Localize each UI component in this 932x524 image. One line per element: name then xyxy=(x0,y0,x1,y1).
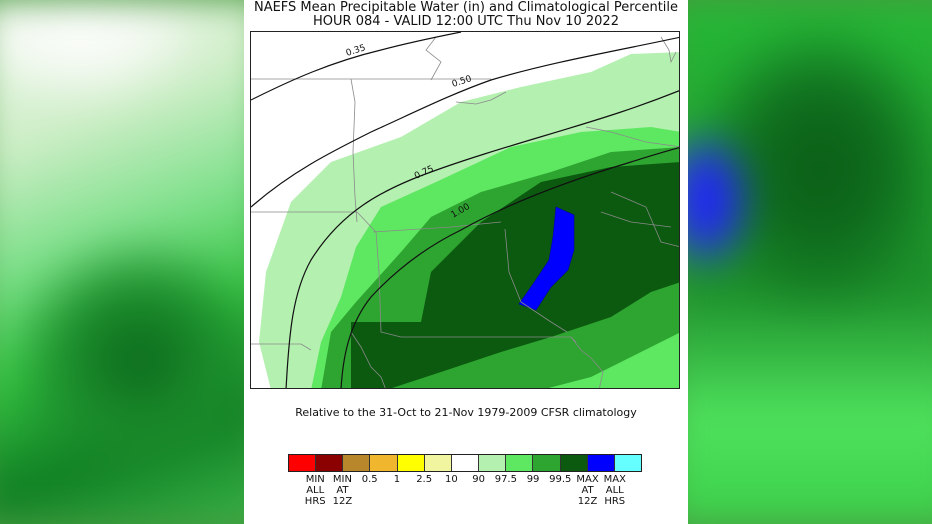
legend-swatch-8 xyxy=(506,455,534,471)
legend-swatch-0 xyxy=(289,455,317,471)
percentile-band-99-5 xyxy=(351,162,679,388)
percentile-band-max-12z xyxy=(518,206,575,311)
legend-swatch-6 xyxy=(451,455,480,471)
contour-line-0-50 xyxy=(251,36,679,208)
contour-line-0-35 xyxy=(251,32,462,101)
blurred-background-right xyxy=(670,0,932,524)
legend-label-10: MAX AT 12Z xyxy=(576,474,599,507)
precipitable-water-map: 0.35 0.50 0.75 1.00 xyxy=(250,31,680,389)
legend-label-1: MIN AT 12Z xyxy=(332,474,353,507)
legend-label-4: 2.5 xyxy=(416,474,433,485)
state-boundaries xyxy=(251,36,679,388)
map-valid-time: HOUR 084 - VALID 12:00 UTC Thu Nov 10 20… xyxy=(313,14,619,29)
legend-swatch-2 xyxy=(343,455,371,471)
legend-swatch-3 xyxy=(370,455,398,471)
legend-label-11: MAX ALL HRS xyxy=(603,474,626,507)
climatology-note: Relative to the 31-Oct to 21-Nov 1979-20… xyxy=(295,406,637,419)
legend-swatch-10 xyxy=(560,455,588,471)
percentile-color-legend xyxy=(288,454,642,472)
legend-labels: MIN ALL HRS MIN AT 12Z 0.5 1 2.5 10 90 97.5 99 99.5 MA… xyxy=(288,474,642,514)
legend-label-2: 0.5 xyxy=(361,474,378,485)
legend-swatch-7 xyxy=(479,455,507,471)
legend-swatch-4 xyxy=(397,455,425,471)
legend-swatch-1 xyxy=(316,455,344,471)
legend-label-7: 97.5 xyxy=(494,474,517,485)
legend-swatch-9 xyxy=(533,455,561,471)
precipitable-water-contours xyxy=(251,32,679,388)
legend-label-3: 1 xyxy=(393,474,401,485)
map-panel: NAEFS Mean Precipitable Water (in) and C… xyxy=(244,0,688,524)
legend-swatch-11 xyxy=(587,455,615,471)
legend-label-8: 99 xyxy=(526,474,540,485)
legend-label-9: 99.5 xyxy=(549,474,572,485)
legend-swatch-5 xyxy=(424,455,452,471)
legend-swatch-12 xyxy=(614,455,642,471)
legend-label-5: 10 xyxy=(445,474,458,485)
contour-line-1-00 xyxy=(340,146,679,388)
map-title: NAEFS Mean Precipitable Water (in) and C… xyxy=(253,0,679,15)
blurred-background-left xyxy=(0,0,265,524)
contour-line-0-75 xyxy=(285,90,679,388)
legend-label-6: 90 xyxy=(472,474,485,485)
legend-label-0: MIN ALL HRS xyxy=(304,474,326,507)
